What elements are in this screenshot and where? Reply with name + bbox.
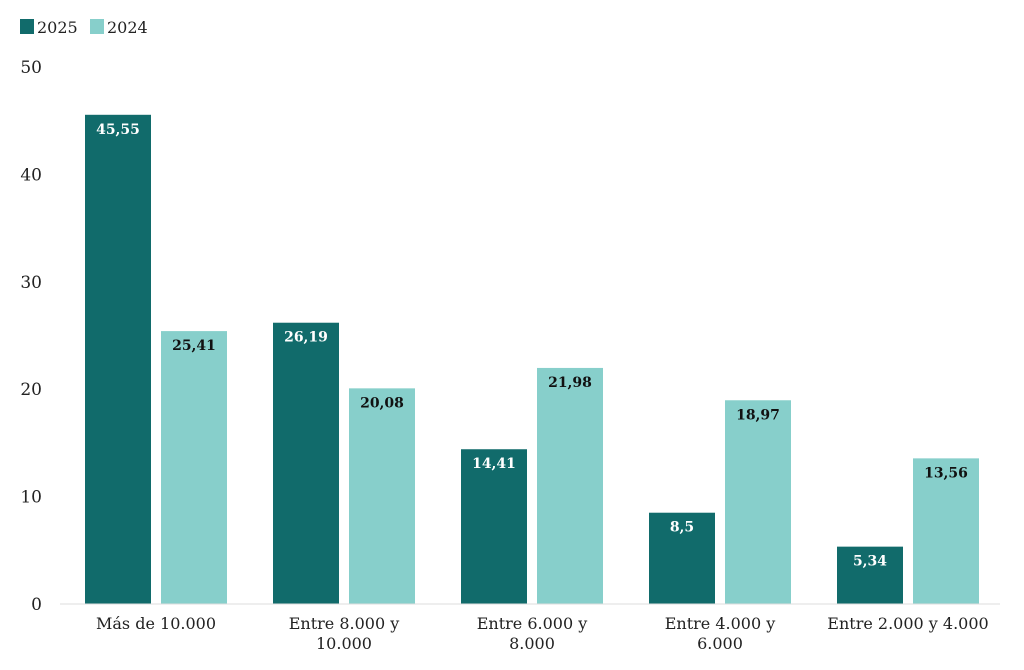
data-label-2025-2: 14,41 — [472, 456, 516, 472]
bar-2024-3 — [725, 400, 791, 604]
legend-swatch-2024 — [90, 19, 104, 34]
legend-label-2025: 2025 — [37, 18, 78, 37]
x-category-label-4: Entre 2.000 y 4.000 — [827, 614, 988, 633]
legend-swatch-2025 — [20, 19, 34, 34]
bar-2025-3 — [649, 512, 715, 604]
bar-2024-0 — [161, 331, 227, 604]
x-category-label-0: Más de 10.000 — [96, 614, 216, 633]
y-tick-label: 10 — [20, 488, 42, 508]
data-label-2024-3: 18,97 — [736, 407, 780, 423]
y-tick-label: 50 — [20, 58, 42, 78]
bar-2025-4 — [837, 546, 903, 604]
bar-2025-0 — [85, 114, 151, 604]
y-axis: 0 10 20 30 40 50 — [20, 58, 42, 615]
legend: 2025 2024 — [20, 18, 148, 37]
x-category-label-1: Entre 8.000 y 10.000 — [289, 614, 400, 653]
bar-2025-2 — [461, 449, 527, 604]
data-label-2025-3: 8,5 — [670, 520, 694, 536]
bar-2024-1 — [349, 388, 415, 604]
x-category-label-2: Entre 6.000 y 8.000 — [477, 614, 588, 653]
bar-2024-2 — [537, 367, 603, 604]
bar-2024-4 — [913, 458, 979, 604]
legend-label-2024: 2024 — [107, 18, 148, 37]
bar-2025-1 — [273, 322, 339, 604]
data-label-2025-4: 5,34 — [853, 554, 887, 570]
y-tick-label: 20 — [20, 380, 42, 400]
bars: 45,55 25,41 26,19 20,08 14,41 21,98 8,5 18,97 5,… — [85, 114, 979, 604]
data-label-2025-1: 26,19 — [284, 330, 328, 346]
data-label-2024-2: 21,98 — [548, 375, 592, 391]
data-label-2025-0: 45,55 — [96, 122, 140, 138]
x-axis: Más de 10.000 Entre 8.000 y 10.000 Entre 6.… — [60, 603, 1000, 653]
data-label-2024-0: 25,41 — [172, 338, 216, 354]
y-tick-label: 0 — [31, 595, 42, 615]
y-tick-label: 30 — [20, 273, 42, 293]
y-tick-label: 40 — [20, 165, 42, 185]
x-category-label-3: Entre 4.000 y 6.000 — [665, 614, 776, 653]
data-label-2024-1: 20,08 — [360, 395, 404, 411]
data-label-2024-4: 13,56 — [924, 465, 968, 481]
